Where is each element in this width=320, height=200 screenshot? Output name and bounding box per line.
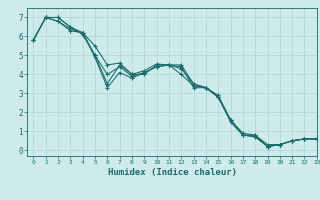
X-axis label: Humidex (Indice chaleur): Humidex (Indice chaleur) [108,168,236,177]
